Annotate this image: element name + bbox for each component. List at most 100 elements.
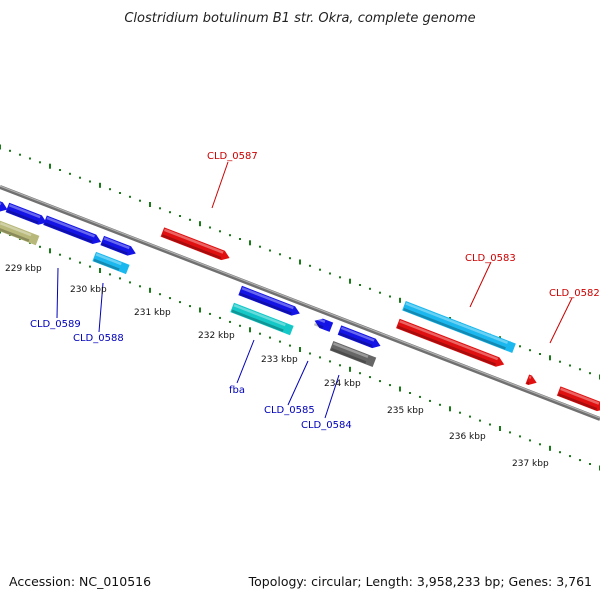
minor-tick xyxy=(79,176,81,179)
gene-olive xyxy=(0,220,40,246)
minor-tick xyxy=(509,431,511,434)
minor-tick xyxy=(519,345,521,348)
topology-summary: Topology: circular; Length: 3,958,233 bp… xyxy=(248,574,592,589)
kbp-label: 232 kbp xyxy=(198,331,235,341)
minor-tick xyxy=(389,384,391,387)
major-tick xyxy=(49,248,51,254)
minor-tick xyxy=(129,281,131,284)
kbp-label: 236 kbp xyxy=(449,432,486,442)
minor-tick xyxy=(209,226,211,229)
gene-red-small xyxy=(525,374,537,385)
major-tick xyxy=(199,221,201,227)
gene-label-CLD_0585: CLD_0585 xyxy=(264,405,315,416)
minor-tick xyxy=(179,215,181,217)
minor-tick xyxy=(69,172,71,175)
major-tick xyxy=(0,144,1,150)
leader-CLD_0583 xyxy=(469,261,492,308)
kbp-label: 231 kbp xyxy=(134,308,171,318)
minor-tick xyxy=(319,356,321,359)
minor-tick xyxy=(219,230,221,233)
minor-tick xyxy=(409,392,411,394)
leader-CLD_0587 xyxy=(211,161,229,209)
gene-CLD_0588-blue xyxy=(100,235,136,256)
major-tick xyxy=(349,366,351,372)
major-tick xyxy=(449,406,451,412)
minor-tick xyxy=(139,199,141,202)
minor-tick xyxy=(529,349,531,352)
minor-tick xyxy=(19,153,21,156)
leader-CLD_0585 xyxy=(287,360,309,406)
minor-tick xyxy=(39,245,41,248)
kbp-label: 234 kbp xyxy=(324,379,361,389)
gene-CLD_0588 xyxy=(92,251,130,275)
minor-tick xyxy=(379,291,381,294)
gene-label-CLD_0588: CLD_0588 xyxy=(73,333,124,344)
minor-tick xyxy=(269,336,271,339)
minor-tick xyxy=(239,238,241,240)
minor-tick xyxy=(139,285,141,288)
minor-tick xyxy=(569,455,571,458)
major-tick xyxy=(399,297,401,303)
leader-CLD_0582 xyxy=(549,297,573,344)
minor-tick xyxy=(189,218,191,221)
gene-blue xyxy=(337,325,381,349)
minor-tick xyxy=(369,287,371,290)
minor-tick xyxy=(359,372,361,375)
leader-CLD_0589 xyxy=(56,267,59,319)
gene-CLD_0582 xyxy=(556,386,600,412)
minor-tick xyxy=(319,268,321,271)
minor-tick xyxy=(589,372,591,375)
minor-tick xyxy=(459,411,461,414)
minor-tick xyxy=(109,273,111,276)
minor-tick xyxy=(159,207,161,210)
gene-blue xyxy=(238,285,300,316)
minor-tick xyxy=(309,264,311,267)
minor-tick xyxy=(169,297,171,300)
minor-tick xyxy=(339,276,341,279)
gene-blue xyxy=(313,317,334,332)
minor-tick xyxy=(289,344,291,347)
minor-tick xyxy=(359,284,361,286)
gene-CLD_0587 xyxy=(160,227,230,261)
major-tick xyxy=(249,240,251,246)
kbp-label: 230 kbp xyxy=(70,285,107,295)
kbp-label: 229 kbp xyxy=(5,264,42,274)
minor-tick xyxy=(579,459,581,462)
major-tick xyxy=(99,182,101,188)
minor-tick xyxy=(309,352,311,355)
gene-label-CLD_0587: CLD_0587 xyxy=(207,151,258,162)
minor-tick xyxy=(189,305,191,308)
gene-blue xyxy=(5,202,47,225)
kbp-label: 235 kbp xyxy=(387,406,424,416)
major-tick xyxy=(49,163,51,169)
minor-tick xyxy=(29,157,31,160)
major-tick xyxy=(149,202,151,207)
minor-tick xyxy=(69,257,71,260)
minor-tick xyxy=(369,376,371,379)
map-title: Clostridium botulinum B1 str. Okra, comp… xyxy=(124,11,475,26)
gene-label-CLD_0582: CLD_0582 xyxy=(549,288,600,299)
gene-CLD_0583-red xyxy=(396,318,505,367)
kbp-label: 233 kbp xyxy=(261,355,298,365)
gene-CLD_0584 xyxy=(329,341,377,367)
minor-tick xyxy=(159,293,161,296)
gene-features xyxy=(0,199,600,412)
minor-tick xyxy=(79,261,81,264)
gene-label-CLD_0583: CLD_0583 xyxy=(465,253,516,264)
minor-tick xyxy=(119,192,121,194)
kbp-label: 237 kbp xyxy=(512,459,549,469)
minor-tick xyxy=(219,316,221,319)
major-tick xyxy=(299,259,301,265)
minor-tick xyxy=(9,149,11,152)
minor-tick xyxy=(439,403,441,406)
minor-tick xyxy=(589,463,591,465)
minor-tick xyxy=(259,332,261,335)
minor-tick xyxy=(239,324,241,327)
minor-tick xyxy=(209,312,211,315)
major-tick xyxy=(349,278,351,284)
minor-tick xyxy=(389,295,391,298)
minor-tick xyxy=(59,253,61,256)
minor-tick xyxy=(559,360,561,363)
minor-tick xyxy=(469,415,471,418)
leader-fba xyxy=(236,339,255,384)
